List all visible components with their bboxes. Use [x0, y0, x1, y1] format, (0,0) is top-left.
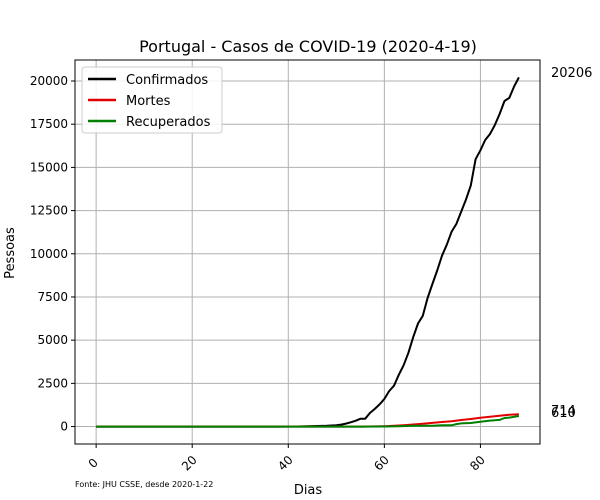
y-tick-label: 17500 — [30, 117, 68, 131]
y-tick-label: 12500 — [30, 204, 68, 218]
y-tick-label: 7500 — [37, 290, 68, 304]
y-axis-ticks: 0 2500 5000 7500 10000 12500 15000 17500 20000 — [30, 74, 75, 434]
end-value-label: 714 — [551, 404, 576, 419]
y-tick-label: 5000 — [37, 333, 68, 347]
y-tick-label: 15000 — [30, 160, 68, 174]
x-axis-label: Dias — [294, 483, 323, 498]
legend-label: Confirmados — [126, 73, 208, 88]
series-lines — [96, 76, 520, 428]
series-line-recuperados — [96, 415, 520, 428]
y-tick-label: 0 — [60, 420, 68, 434]
y-tick-label: 2500 — [37, 376, 68, 390]
y-tick-label: 20000 — [30, 74, 68, 88]
source-note: Fonte: JHU CSSE, desde 2020-1-22 — [75, 480, 213, 489]
end-value-label: 20206 — [551, 66, 592, 81]
plot-frame — [74, 59, 541, 445]
end-value-label: 610 — [551, 406, 576, 421]
legend: Confirmados Mortes Recuperados — [81, 66, 223, 134]
y-tick-label: 10000 — [30, 247, 68, 261]
chart-title: Portugal - Casos de COVID-19 (2020-4-19) — [139, 37, 477, 56]
legend-label: Recuperados — [126, 115, 211, 130]
legend-box — [81, 66, 223, 134]
legend-label: Mortes — [126, 94, 171, 109]
series-line-confirmados — [96, 76, 520, 428]
y-axis-label: Pessoas — [3, 227, 18, 279]
